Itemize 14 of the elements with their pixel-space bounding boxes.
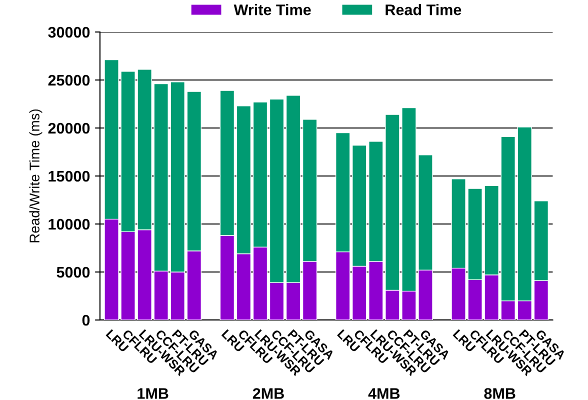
text: 8MB	[484, 388, 516, 399]
text: 4MB	[368, 388, 400, 399]
y-axis-title: Read/Write Time (ms)	[29, 109, 42, 242]
y-tick-label: 5000	[56, 266, 90, 278]
y-tick-label: 25000	[48, 74, 90, 86]
y-tick-label: 30000	[48, 26, 90, 38]
text: 1MB	[138, 388, 168, 399]
text: 2MB	[252, 388, 284, 399]
y-tick-label: 20000	[48, 122, 90, 134]
y-tick-label: 10000	[48, 218, 90, 230]
y-tick-label: 15000	[48, 170, 90, 182]
y-tick-label: 0	[82, 314, 90, 326]
legend-label: Write Time	[234, 4, 311, 16]
legend-label: Read Time	[386, 4, 462, 16]
